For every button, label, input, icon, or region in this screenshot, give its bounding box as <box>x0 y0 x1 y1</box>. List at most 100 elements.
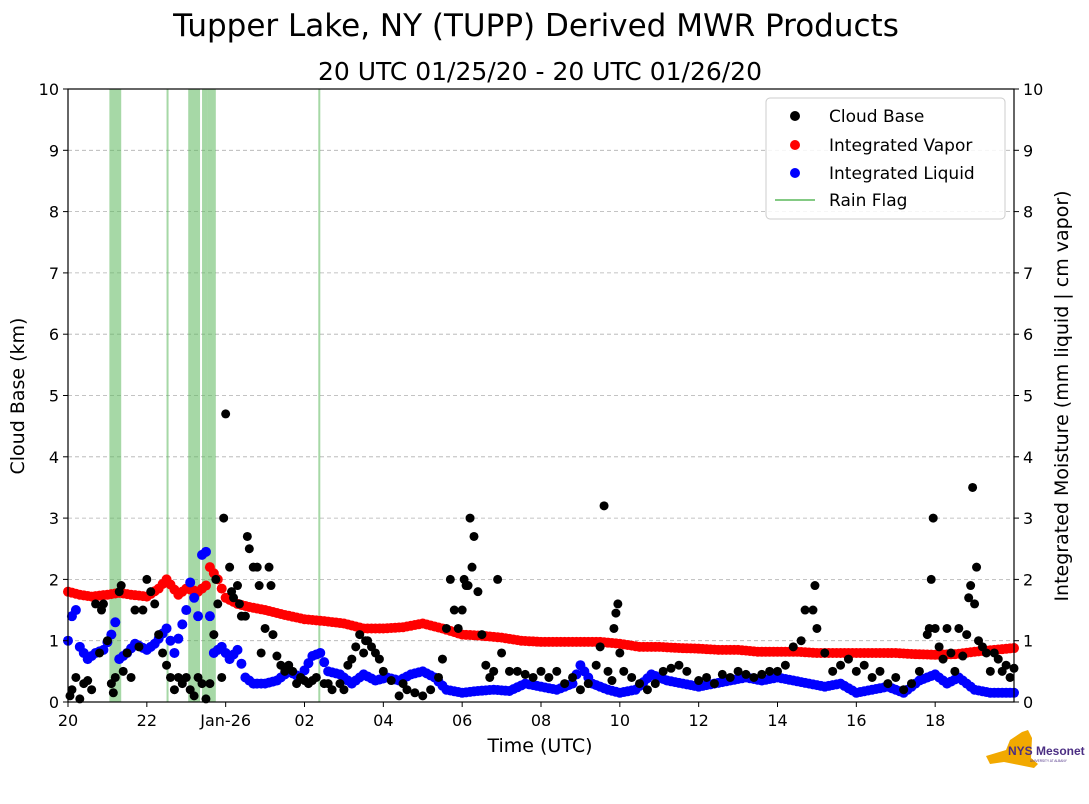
y-tick-label-left: 3 <box>49 509 59 528</box>
data-point-cloud-base <box>374 654 384 664</box>
x-axis: 20 22 Jan-26 02 04 06 08 10 12 14 16 18 <box>58 702 945 730</box>
data-point-cloud-base <box>934 642 944 652</box>
data-point-cloud-base <box>426 685 436 695</box>
data-point-cloud-base <box>211 574 221 584</box>
x-tick-label: 20 <box>58 711 78 730</box>
data-point-cloud-base <box>981 648 991 658</box>
rain-flag-band <box>166 89 169 702</box>
data-point-liquid <box>200 546 211 557</box>
y-tick-label-left: 6 <box>49 325 59 344</box>
y-tick-label-left: 1 <box>49 632 59 651</box>
data-point-cloud-base <box>682 666 692 676</box>
data-point-cloud-base <box>154 630 164 640</box>
data-point-cloud-base <box>512 666 522 676</box>
data-point-cloud-base <box>242 531 252 541</box>
y-tick-label-right: 1 <box>1023 632 1033 651</box>
data-point-cloud-base <box>810 581 820 591</box>
data-point-cloud-base <box>938 654 948 664</box>
data-point-cloud-base <box>985 666 995 676</box>
x-tick-label: 18 <box>925 711 945 730</box>
data-point-cloud-base <box>288 666 298 676</box>
x-tick-label: 16 <box>846 711 866 730</box>
data-point-cloud-base <box>266 581 276 591</box>
y-tick-label-right: 6 <box>1023 325 1033 344</box>
data-point-cloud-base <box>181 672 191 682</box>
data-point-cloud-base <box>219 513 229 523</box>
data-point-cloud-base <box>445 574 455 584</box>
data-point-cloud-base <box>481 660 491 670</box>
data-point-cloud-base <box>658 666 668 676</box>
data-point-cloud-base <box>189 691 199 701</box>
y-tick-label-left: 5 <box>49 387 59 406</box>
data-point-cloud-base <box>642 685 652 695</box>
legend: Cloud Base Integrated Vapor Integrated L… <box>765 97 1006 220</box>
data-point-cloud-base <box>828 666 838 676</box>
data-point-cloud-base <box>477 630 487 640</box>
x-tick-label: Jan-26 <box>199 711 251 730</box>
y-tick-label-right: 8 <box>1023 203 1033 222</box>
y-tick-label-left: 10 <box>39 80 59 99</box>
data-point-cloud-base <box>962 630 972 640</box>
data-point-cloud-base <box>972 562 982 572</box>
data-point-cloud-base <box>252 562 262 572</box>
data-point-cloud-base <box>800 605 810 615</box>
data-point-cloud-base <box>946 648 956 658</box>
data-point-cloud-base <box>209 630 219 640</box>
data-point-cloud-base <box>666 663 676 673</box>
x-tick-label: 22 <box>137 711 157 730</box>
data-point-cloud-base <box>560 679 570 689</box>
data-point-vapor <box>200 580 211 591</box>
y-tick-label-right: 4 <box>1023 448 1033 467</box>
data-point-cloud-base <box>619 666 629 676</box>
nys-mesonet-logo: NYS Mesonet UNIVERSITY AT ALBANY <box>986 730 1085 768</box>
chart-title: Tupper Lake, NY (TUPP) Derived MWR Produ… <box>172 8 899 44</box>
data-point-cloud-base <box>264 562 274 572</box>
y-tick-label-right: 0 <box>1023 693 1033 712</box>
data-point-cloud-base <box>773 666 782 676</box>
data-point-cloud-base <box>717 669 727 679</box>
data-point-cloud-base <box>225 562 235 572</box>
data-point-cloud-base <box>867 672 877 682</box>
data-point-liquid <box>232 644 243 655</box>
data-point-cloud-base <box>609 623 619 633</box>
data-point-cloud-base <box>489 666 499 676</box>
data-point-cloud-base <box>907 679 917 689</box>
y-axis-right-label: Integrated Moisture (mm liquid | cm vapo… <box>1051 190 1073 601</box>
data-point-cloud-base <box>311 672 321 682</box>
legend-label-vapor: Integrated Vapor <box>829 136 972 156</box>
data-point-cloud-base <box>702 672 712 682</box>
data-point-cloud-base <box>434 672 444 682</box>
data-point-cloud-base <box>244 544 254 554</box>
data-point-liquid <box>315 647 326 658</box>
x-tick-label: 14 <box>767 711 787 730</box>
data-point-cloud-base <box>138 605 148 615</box>
data-point-vapor <box>216 583 227 594</box>
data-point-cloud-base <box>765 666 775 676</box>
data-point-cloud-base <box>788 642 798 652</box>
data-point-cloud-base <box>197 679 207 689</box>
data-points <box>63 409 1019 704</box>
data-point-cloud-base <box>843 654 853 664</box>
x-tick-label: 12 <box>688 711 708 730</box>
data-point-cloud-base <box>467 562 477 572</box>
y-tick-label-left: 7 <box>49 264 59 283</box>
data-point-cloud-base <box>441 623 451 633</box>
data-point-cloud-base <box>268 630 278 640</box>
legend-label-cloud-base: Cloud Base <box>829 107 924 127</box>
data-point-liquid <box>181 605 192 616</box>
data-point-cloud-base <box>83 676 93 686</box>
data-point-cloud-base <box>733 666 743 676</box>
data-point-cloud-base <box>256 648 266 658</box>
data-point-liquid <box>110 617 121 628</box>
data-point-cloud-base <box>463 581 473 591</box>
data-point-cloud-base <box>221 409 231 419</box>
data-point-cloud-base <box>914 666 924 676</box>
data-point-cloud-base <box>757 669 767 679</box>
data-point-cloud-base <box>217 672 227 682</box>
data-point-liquid <box>185 577 196 588</box>
data-point-cloud-base <box>709 679 719 689</box>
data-point-cloud-base <box>583 679 593 689</box>
data-point-cloud-base <box>595 642 605 652</box>
y-tick-label-right: 2 <box>1023 570 1033 589</box>
